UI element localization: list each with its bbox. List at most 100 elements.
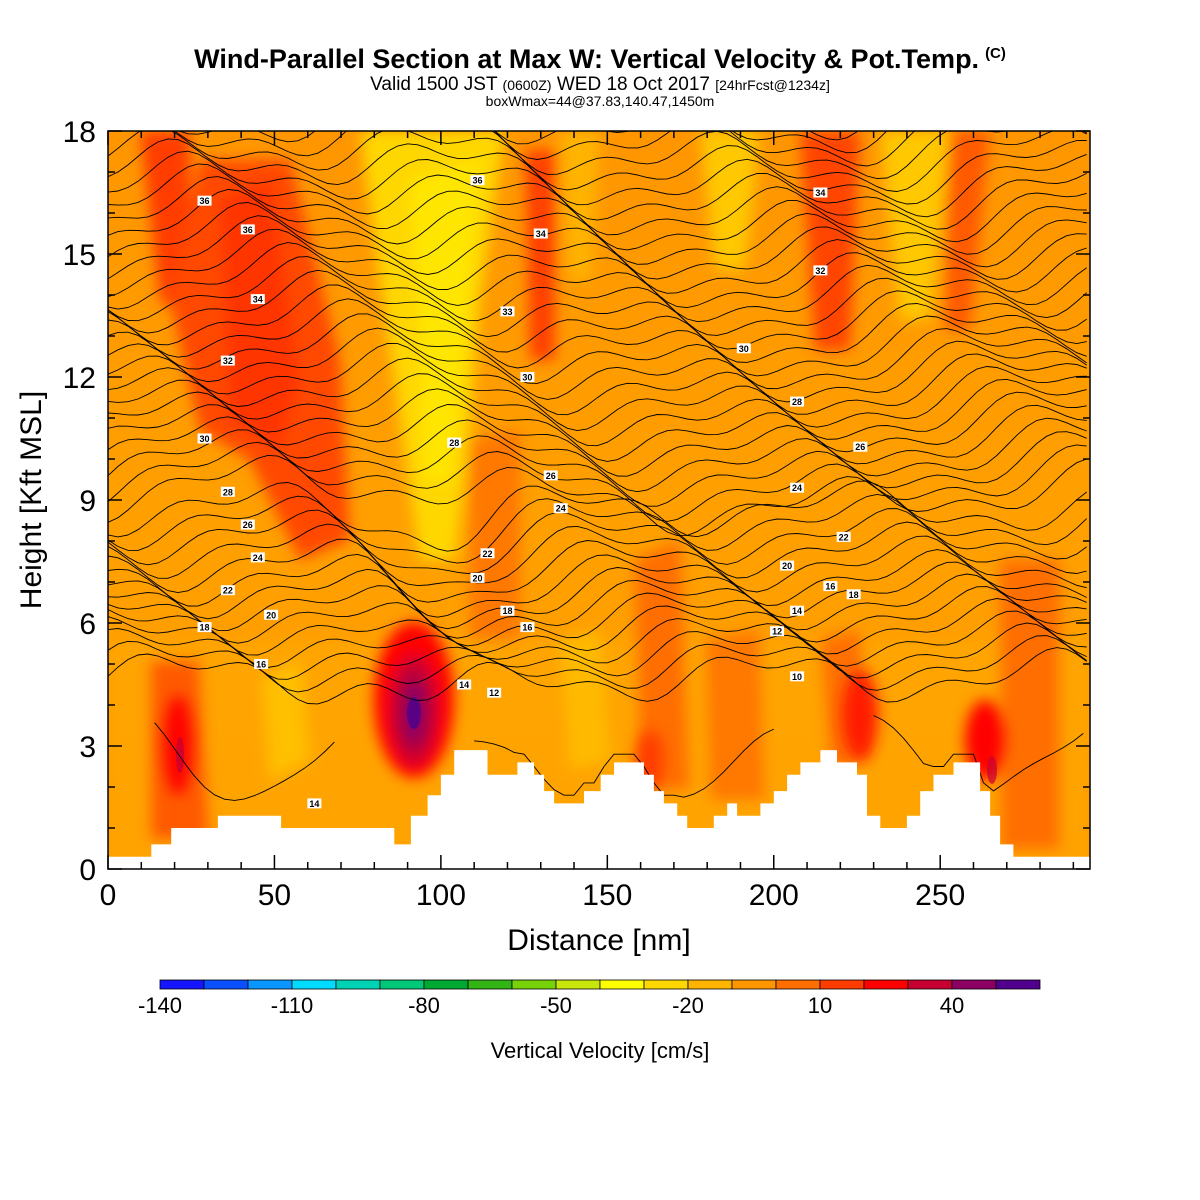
colorbar-swatch — [555, 979, 601, 990]
contour-label: 26 — [853, 441, 868, 452]
valid-utc: (0600Z) — [502, 77, 552, 93]
svg-text:28: 28 — [223, 487, 233, 497]
svg-text:36: 36 — [243, 225, 253, 235]
isentrope-line — [108, 622, 1087, 680]
isentrope-line — [108, 454, 1087, 537]
contour-label: 22 — [480, 548, 495, 559]
svg-text:20: 20 — [266, 610, 276, 620]
isentrope-line — [108, 388, 1087, 462]
contour-label: 16 — [520, 622, 535, 633]
contour-label: 24 — [250, 552, 265, 563]
svg-text:20: 20 — [472, 573, 482, 583]
potential-temperature-contours — [108, 54, 1088, 801]
isentrope-line — [108, 373, 1087, 447]
colorbar-swatch — [687, 979, 733, 990]
contour-label: 14 — [790, 605, 805, 616]
contour-label: 28 — [220, 486, 235, 497]
isentrope-line — [108, 635, 1087, 693]
colorbar-swatch — [819, 979, 865, 990]
contour-label: 34 — [533, 228, 548, 239]
isentrope-line — [108, 441, 1087, 522]
isentrope-line — [108, 313, 1087, 390]
svg-text:20: 20 — [782, 561, 792, 571]
x-tick-label: 100 — [416, 879, 466, 912]
svg-text:28: 28 — [449, 438, 459, 448]
contour-label: 22 — [220, 585, 235, 596]
svg-text:18: 18 — [849, 590, 859, 600]
isentrope-line — [808, 131, 859, 141]
colorbar-swatch — [907, 979, 953, 990]
svg-text:36: 36 — [472, 176, 482, 186]
contour-label: 18 — [500, 605, 515, 616]
colorbar-swatch — [863, 979, 909, 990]
colorbar-swatch — [599, 979, 645, 990]
colorbar-swatch — [995, 979, 1041, 990]
contour-label: 14 — [457, 679, 472, 690]
svg-text:14: 14 — [792, 606, 802, 616]
svg-text:30: 30 — [739, 344, 749, 354]
contour-label: 30 — [197, 433, 212, 444]
contour-label: 33 — [500, 306, 515, 317]
contour-label: 22 — [836, 531, 851, 542]
svg-text:24: 24 — [556, 504, 566, 514]
contour-label: 16 — [823, 581, 838, 592]
svg-text:12: 12 — [772, 627, 782, 637]
contour-label: 30 — [520, 372, 535, 383]
svg-text:30: 30 — [200, 434, 210, 444]
contour-label: 16 — [254, 659, 269, 670]
valid-date: WED 18 Oct 2017 — [556, 74, 710, 95]
colorbar-swatch — [159, 979, 205, 990]
chart-title: Wind-Parallel Section at Max W: Vertical… — [0, 44, 1200, 75]
svg-text:14: 14 — [309, 799, 319, 809]
colorbar-swatch — [467, 979, 513, 990]
contour-label: 34 — [250, 294, 265, 305]
colorbar-tick-label: 40 — [940, 993, 964, 1018]
x-axis: 0 50 100 150 200 250 — [100, 131, 1075, 912]
y-tick-label: 0 — [79, 854, 96, 887]
isentrope-line — [177, 131, 1087, 167]
x-tick-label: 250 — [915, 879, 965, 912]
svg-text:14: 14 — [459, 680, 469, 690]
isentrope-line — [108, 54, 1087, 126]
svg-text:34: 34 — [253, 295, 263, 305]
isentrope-line — [108, 256, 1087, 336]
isentrope-line — [108, 647, 1087, 705]
colorbar-swatch — [291, 979, 337, 990]
isentrope-line — [108, 535, 1087, 603]
colorbar-tick-label: -20 — [672, 993, 704, 1018]
svg-text:34: 34 — [536, 229, 546, 239]
colorbar: -140 -110 -80 -50 -20 10 40 — [138, 979, 1041, 1018]
x-axis-label: Distance [nm] — [507, 924, 690, 957]
isentrope-line — [108, 215, 1087, 294]
isentrope-line — [108, 150, 1087, 221]
contour-label: 32 — [220, 355, 235, 366]
contour-label: 24 — [553, 503, 568, 514]
isentrope-line — [108, 202, 1087, 280]
svg-text:24: 24 — [253, 553, 263, 563]
svg-text:36: 36 — [200, 196, 210, 206]
x-tick-label: 50 — [258, 879, 291, 912]
colorbar-tick-label: -50 — [540, 993, 572, 1018]
svg-text:24: 24 — [792, 483, 802, 493]
colorbar-swatch — [203, 979, 249, 990]
svg-text:26: 26 — [546, 471, 556, 481]
y-tick-label: 3 — [79, 731, 96, 764]
isentrope-line — [108, 284, 1087, 363]
colorbar-tick-label: -140 — [138, 993, 182, 1018]
isentrope-line — [108, 357, 1087, 432]
y-axis-label: Height [Kft MSL] — [15, 391, 48, 609]
svg-text:26: 26 — [855, 442, 865, 452]
contour-label: 26 — [543, 470, 558, 481]
x-tick-label: 0 — [100, 879, 117, 912]
colorbar-swatch — [643, 979, 689, 990]
y-tick-label: 15 — [63, 239, 96, 272]
isentrope-line — [108, 298, 1087, 377]
svg-text:33: 33 — [502, 307, 512, 317]
colorbar-swatch — [731, 979, 777, 990]
colorbar-tick-label: 10 — [808, 993, 832, 1018]
contour-label: 36 — [240, 224, 255, 235]
isentrope-line — [108, 131, 1087, 180]
isentrope-line — [108, 404, 1087, 477]
isentrope-line — [108, 242, 1087, 323]
